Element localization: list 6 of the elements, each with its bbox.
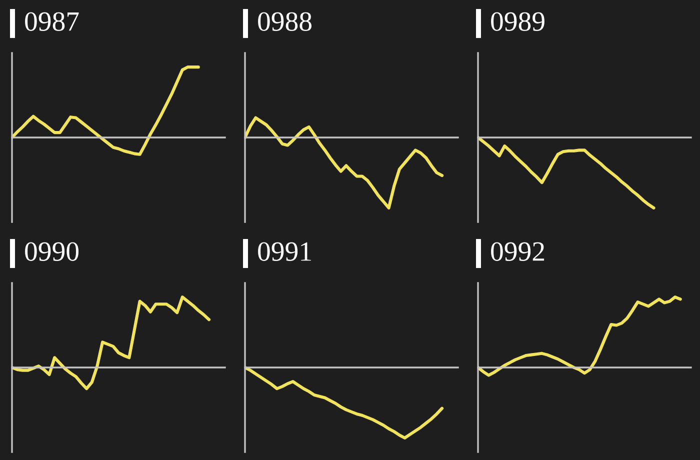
chart-title: 0988 xyxy=(258,12,312,31)
chart-title: 0989 xyxy=(491,12,544,31)
chart-title: 0992 xyxy=(491,242,544,261)
chart-title: 0990 xyxy=(25,242,78,261)
chart-title: 0987 xyxy=(25,12,79,31)
chart-title: 0991 xyxy=(258,242,311,261)
